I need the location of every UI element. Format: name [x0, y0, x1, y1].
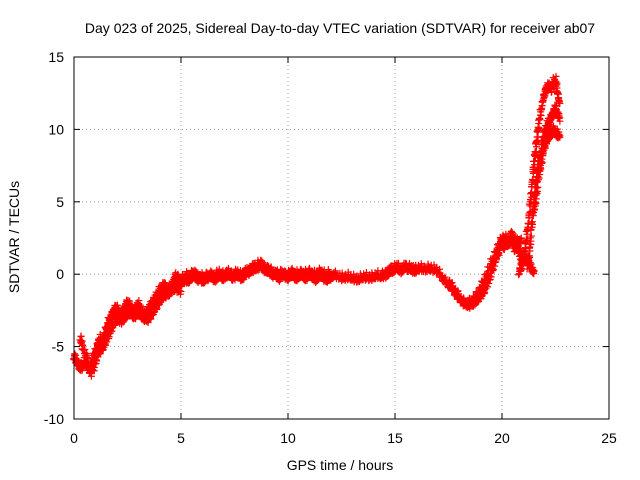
data-point-2737: [82, 352, 90, 360]
data-point-2864: [137, 308, 145, 316]
data-point-2360: [537, 105, 545, 113]
data-point-2197: [493, 247, 501, 255]
data-point-2336: [532, 138, 540, 146]
data-point-2640: [539, 150, 547, 158]
data-point-2598: [530, 206, 538, 214]
data-point-2161: [478, 285, 486, 293]
data-point-2081: [329, 270, 337, 278]
data-point-2444: [523, 265, 531, 273]
y-tick-label-10: 10: [48, 121, 64, 137]
data-point-2252: [517, 234, 525, 242]
data-point-2463: [527, 225, 535, 233]
data-point-2740: [84, 357, 92, 365]
data-point-2732: [81, 345, 89, 353]
data-point-2191: [491, 252, 499, 260]
data-point-2365: [539, 98, 547, 106]
data-point-2956: [177, 288, 185, 296]
data-point-1647: [483, 283, 491, 291]
y-tick-labels: -10 -5 0 5 10 15: [44, 49, 64, 427]
x-tick-label-5: 5: [177, 430, 185, 446]
data-point-2465: [527, 219, 535, 227]
x-tick-label-15: 15: [387, 430, 403, 446]
x-tick-label-20: 20: [494, 430, 510, 446]
data-point-98: [90, 352, 98, 360]
data-point-2251: [516, 235, 524, 243]
data-point-2715: [556, 131, 564, 139]
data-point-2320: [530, 169, 538, 177]
data-point-2348: [535, 120, 543, 128]
data-point-2761: [93, 357, 101, 365]
y-tick-label--5: -5: [52, 339, 65, 355]
data-point-2602: [531, 198, 539, 206]
chart-title: Day 023 of 2025, Sidereal Day-to-day VTE…: [85, 20, 595, 36]
y-tick-label--10: -10: [44, 411, 64, 427]
y-tick-label-0: 0: [56, 266, 64, 282]
x-tick-label-25: 25: [601, 430, 617, 446]
data-point-2090: [448, 279, 456, 287]
plot-frame: [73, 56, 610, 420]
plot-border: [73, 56, 610, 420]
data-point-2795: [108, 327, 116, 335]
data-point-2253: [515, 271, 523, 279]
data-point-2467: [528, 218, 536, 226]
data-point-2592: [555, 109, 563, 117]
data-point-1548: [441, 273, 449, 281]
data-point-2455: [526, 247, 534, 255]
data-point-2781: [101, 341, 109, 349]
data-point-1661: [489, 266, 497, 274]
data-point-2232: [508, 228, 516, 236]
data-point-1989: [267, 263, 275, 271]
x-axis-label: GPS time / hours: [287, 457, 394, 473]
x-tick-labels: 0 5 10 15 20 25: [70, 430, 617, 446]
data-point-2447: [524, 262, 532, 270]
y-tick-label-5: 5: [56, 194, 64, 210]
x-tick-label-10: 10: [280, 430, 296, 446]
y-axis-label: SDTVAR / TECUs: [6, 181, 22, 293]
data-point-1839: [529, 269, 537, 277]
x-tick-label-0: 0: [70, 430, 78, 446]
data-point-2618: [535, 174, 543, 182]
y-tick-label-15: 15: [48, 49, 64, 65]
data-point-1840: [530, 267, 538, 275]
data-point-2177: [484, 267, 492, 275]
data-points: [69, 72, 564, 380]
data-point-2461: [527, 232, 535, 240]
data-point-2755: [90, 363, 98, 371]
data-point-2594: [556, 114, 564, 122]
data-point-2442: [555, 98, 563, 106]
data-point-2118: [459, 294, 467, 302]
data-point-2189: [489, 255, 497, 263]
data-point-2955: [176, 287, 184, 295]
data-point-2230: [507, 227, 515, 235]
data-point-2757: [91, 360, 99, 368]
